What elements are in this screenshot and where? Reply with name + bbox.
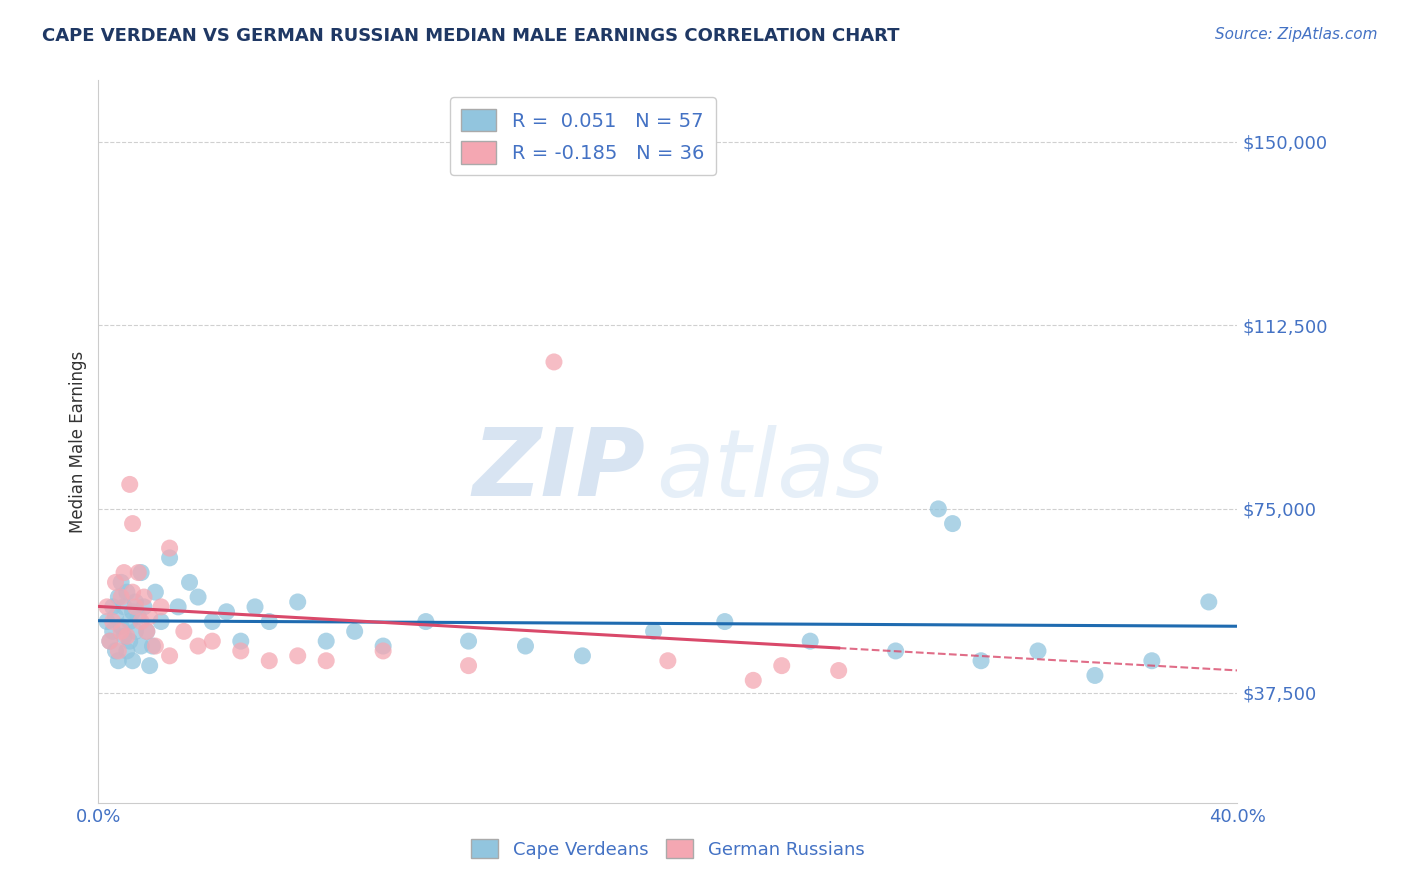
Point — [167, 599, 190, 614]
Point — [107, 654, 129, 668]
Point — [107, 644, 129, 658]
Point — [124, 599, 146, 614]
Point — [150, 599, 173, 614]
Point — [112, 566, 135, 580]
Point — [229, 644, 252, 658]
Point — [101, 615, 124, 629]
Point — [201, 615, 224, 629]
Point — [118, 634, 141, 648]
Point — [457, 658, 479, 673]
Point — [132, 599, 155, 614]
Point — [259, 654, 281, 668]
Point — [138, 658, 160, 673]
Point — [145, 585, 167, 599]
Point — [121, 605, 143, 619]
Point — [115, 644, 138, 658]
Point — [121, 516, 143, 531]
Point — [145, 639, 167, 653]
Point — [259, 615, 281, 629]
Point — [1140, 654, 1163, 668]
Point — [828, 664, 851, 678]
Point — [315, 634, 337, 648]
Point — [1198, 595, 1220, 609]
Point — [187, 590, 209, 604]
Point — [159, 550, 181, 565]
Point — [287, 648, 309, 663]
Point — [110, 590, 132, 604]
Point — [457, 634, 479, 648]
Point — [129, 566, 152, 580]
Point — [927, 502, 949, 516]
Point — [343, 624, 366, 639]
Point — [104, 644, 127, 658]
Point — [714, 615, 737, 629]
Point — [112, 629, 135, 643]
Point — [96, 615, 118, 629]
Point — [101, 624, 124, 639]
Point — [115, 629, 138, 643]
Point — [124, 624, 146, 639]
Point — [107, 590, 129, 604]
Point — [96, 599, 118, 614]
Point — [770, 658, 793, 673]
Point — [942, 516, 965, 531]
Legend: Cape Verdeans, German Russians: Cape Verdeans, German Russians — [464, 832, 872, 866]
Point — [159, 648, 181, 663]
Point — [287, 595, 309, 609]
Point — [110, 624, 132, 639]
Y-axis label: Median Male Earnings: Median Male Earnings — [69, 351, 87, 533]
Point — [657, 654, 679, 668]
Point — [571, 648, 593, 663]
Point — [315, 654, 337, 668]
Point — [799, 634, 821, 648]
Point — [129, 639, 152, 653]
Point — [127, 609, 149, 624]
Point — [970, 654, 993, 668]
Point — [121, 654, 143, 668]
Point — [141, 639, 163, 653]
Point — [98, 634, 121, 648]
Point — [121, 585, 143, 599]
Text: ZIP: ZIP — [472, 425, 645, 516]
Text: atlas: atlas — [657, 425, 884, 516]
Point — [127, 566, 149, 580]
Point — [373, 639, 395, 653]
Point — [415, 615, 437, 629]
Point — [129, 615, 152, 629]
Point — [243, 599, 266, 614]
Point — [138, 609, 160, 624]
Point — [173, 624, 195, 639]
Point — [884, 644, 907, 658]
Point — [179, 575, 201, 590]
Text: Source: ZipAtlas.com: Source: ZipAtlas.com — [1215, 27, 1378, 42]
Point — [104, 609, 127, 624]
Point — [104, 575, 127, 590]
Point — [373, 644, 395, 658]
Point — [115, 585, 138, 599]
Point — [110, 575, 132, 590]
Point — [101, 599, 124, 614]
Point — [159, 541, 181, 555]
Point — [229, 634, 252, 648]
Point — [118, 615, 141, 629]
Point — [742, 673, 765, 688]
Text: CAPE VERDEAN VS GERMAN RUSSIAN MEDIAN MALE EARNINGS CORRELATION CHART: CAPE VERDEAN VS GERMAN RUSSIAN MEDIAN MA… — [42, 27, 900, 45]
Point — [135, 624, 157, 639]
Point — [118, 477, 141, 491]
Point — [150, 615, 173, 629]
Point — [1026, 644, 1049, 658]
Point — [215, 605, 238, 619]
Point — [124, 595, 146, 609]
Point — [132, 590, 155, 604]
Point — [187, 639, 209, 653]
Point — [110, 619, 132, 633]
Point — [643, 624, 665, 639]
Point — [135, 624, 157, 639]
Point — [1084, 668, 1107, 682]
Point — [98, 634, 121, 648]
Point — [201, 634, 224, 648]
Point — [515, 639, 537, 653]
Point — [543, 355, 565, 369]
Point — [112, 599, 135, 614]
